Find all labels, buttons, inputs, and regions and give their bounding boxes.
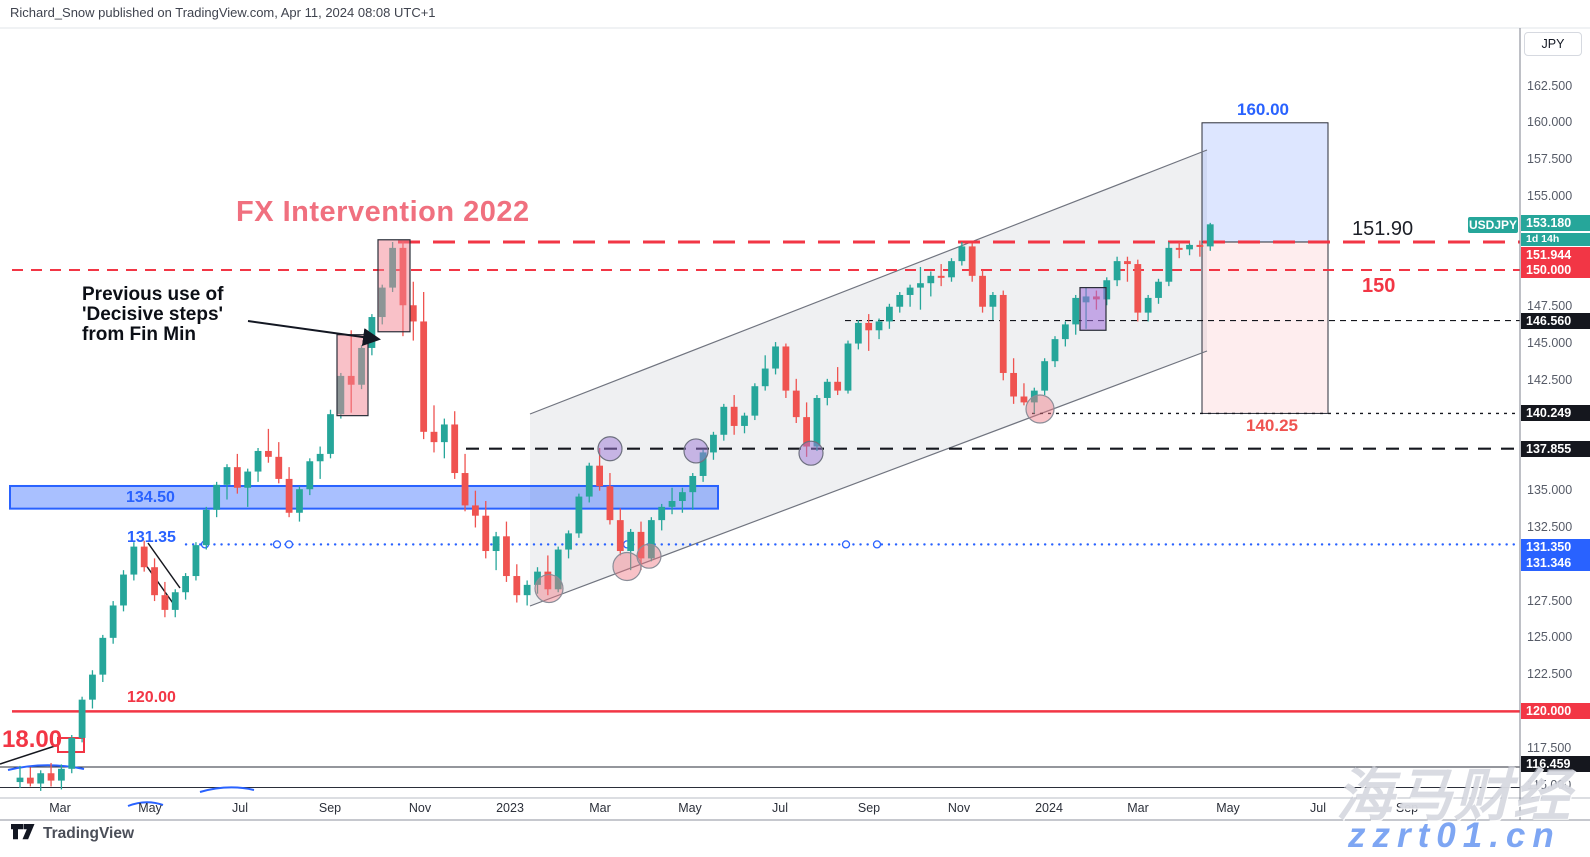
y-axis-tick: 117.500 [1527, 740, 1572, 755]
x-axis-label: Nov [408, 801, 432, 815]
price-badge: 150.000 [1521, 261, 1590, 278]
y-axis-tick: 135.000 [1527, 483, 1573, 498]
drawn-arc [127, 801, 164, 807]
y-axis-tick: 162.500 [1527, 78, 1573, 93]
price-badge: 120.000 [1521, 703, 1590, 720]
annotation-fx-intervention: FX Intervention 2022 [236, 196, 530, 228]
annotation-arrow [247, 320, 381, 346]
y-axis-tick: 142.500 [1527, 372, 1573, 387]
drawn-trendline [142, 560, 176, 607]
label-level-120: 120.00 [127, 689, 176, 706]
drawn-trendline [147, 542, 181, 589]
y-axis-tick: 160.000 [1527, 115, 1573, 130]
y-axis-tick: 155.000 [1527, 188, 1573, 203]
x-axis-label: 2024 [1035, 801, 1063, 815]
y-axis-tick: 145.000 [1527, 336, 1573, 351]
x-axis-label: Nov [947, 801, 971, 815]
event-circle [612, 551, 642, 582]
currency-unit-button[interactable]: JPY [1524, 32, 1582, 56]
price-badge: 1d 14h [1521, 233, 1590, 246]
label-target-160: 160.00 [1237, 100, 1289, 119]
tradingview-footer[interactable]: TradingView [10, 821, 134, 847]
trend-channel-upper-line [529, 149, 1208, 415]
x-axis-label: May [678, 801, 702, 815]
label-dotted-131-35: 131.35 [127, 529, 176, 546]
event-circle [798, 440, 824, 466]
event-circle [636, 543, 662, 569]
y-axis-tick: 147.500 [1527, 299, 1573, 314]
trend-channel-lower-line [529, 350, 1208, 607]
y-axis-tick: 125.000 [1527, 630, 1573, 645]
drawn-arc [7, 764, 85, 771]
event-circle [1025, 394, 1055, 424]
price-badge: 116.459 [1521, 755, 1590, 772]
price-badge: 131.346 [1521, 555, 1590, 571]
label-zone-low-140-25: 140.25 [1246, 416, 1298, 435]
publish-header: Richard_Snow published on TradingView.co… [10, 5, 436, 20]
annotation-decisive-line2: 'Decisive steps' [82, 304, 224, 325]
dotted-line-marker [841, 540, 851, 549]
candlestick-series [16, 222, 1214, 791]
target-box [1201, 122, 1329, 243]
label-band-134-50: 134.50 [126, 489, 175, 506]
y-axis-tick: 157.500 [1527, 152, 1573, 167]
x-axis-label: May [138, 801, 162, 815]
annotation-decisive-steps: Previous use of 'Decisive steps' from Fi… [82, 285, 312, 345]
price-badge: 131.350 [1521, 539, 1590, 555]
supply-band-134-50 [9, 484, 719, 510]
x-axis-label: Sep [857, 801, 881, 815]
label-resistance-151-90: 151.90 [1352, 218, 1414, 240]
price-badge: 146.560 [1521, 312, 1590, 329]
ticker-symbol-badge: USDJPY [1468, 217, 1518, 233]
price-badge: 151.944 [1521, 247, 1590, 263]
price-badge: 140.249 [1521, 405, 1590, 422]
intervention-box-sep-2022 [336, 334, 369, 417]
price-badge: 153.180 [1521, 215, 1590, 232]
x-axis-label: 2023 [496, 801, 524, 815]
event-circle [683, 438, 709, 464]
tradingview-brand-text: TradingView [43, 825, 135, 842]
x-axis-label: Jul [772, 801, 788, 815]
y-axis-tick: 132.500 [1527, 519, 1573, 534]
dotted-line-marker [284, 540, 294, 549]
event-circle [597, 436, 623, 462]
intervention-box-oct-2022 [377, 239, 411, 333]
drawn-arc [199, 786, 255, 793]
tradingview-logo-icon [10, 822, 36, 846]
y-axis-tick: 115.000 [1527, 777, 1572, 792]
x-axis-label: Sep [318, 801, 342, 815]
y-axis-tick: 122.500 [1527, 667, 1573, 682]
label-round-150: 150 [1362, 275, 1396, 297]
label-level-118-clipped: 18.00 [2, 726, 63, 753]
x-axis-label: Mar [589, 801, 611, 815]
dotted-line-marker [272, 540, 282, 549]
watermark-chinese: 海马财经 [1336, 764, 1572, 828]
annotation-decisive-line1: Previous use of [82, 284, 224, 305]
x-axis-label: May [1216, 801, 1240, 815]
x-axis-label: Sep [1395, 801, 1419, 815]
highlight-box-jan-2024 [1079, 287, 1107, 331]
annotation-decisive-line3: from Fin Min [82, 324, 196, 345]
x-axis-label: Mar [49, 801, 71, 815]
watermark-url: zzrt01.cn [1348, 816, 1561, 855]
x-axis-label: Jul [1310, 801, 1326, 815]
x-axis-label: Mar [1127, 801, 1149, 815]
price-badge: 137.855 [1521, 440, 1590, 457]
event-circle [534, 573, 564, 604]
y-axis-tick: 127.500 [1527, 593, 1573, 608]
x-axis-label: Jul [232, 801, 248, 815]
dotted-line-marker [872, 540, 882, 549]
drawn-trendline [0, 744, 59, 765]
risk-zone [1201, 241, 1329, 414]
trend-channel-fill [530, 150, 1207, 606]
